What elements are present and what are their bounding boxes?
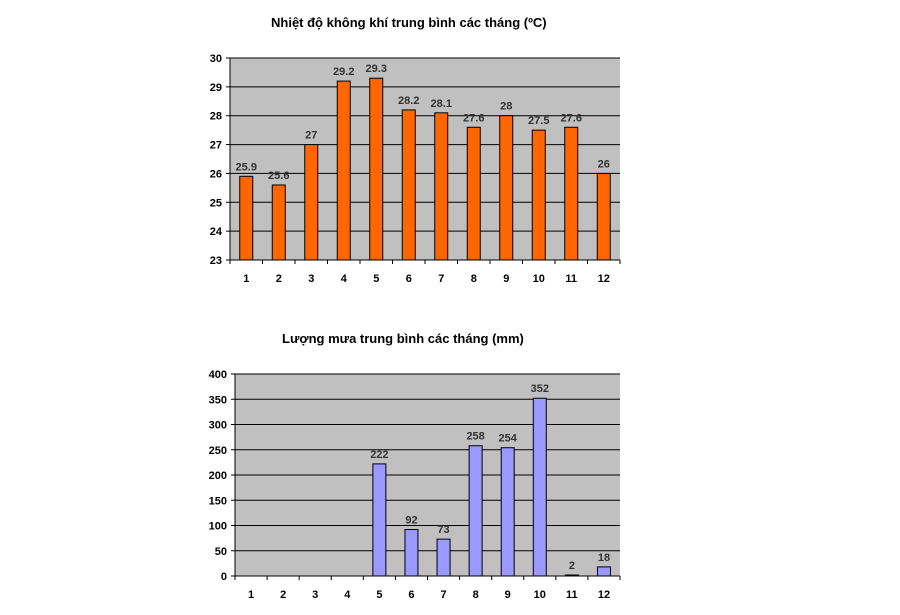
rain-x-tick-label: 2 (280, 589, 286, 601)
temp-y-tick-label: 29 (210, 82, 222, 94)
temp-bar (466, 126, 481, 261)
rain-x-tick-label: 10 (534, 589, 546, 601)
rain-x-tick-label: 8 (473, 589, 479, 601)
temp-data-label: 28.1 (431, 98, 452, 110)
rain-bar (564, 574, 579, 577)
temp-data-label: 25.6 (268, 170, 289, 182)
temp-x-tick-label: 2 (276, 273, 282, 285)
rain-bar (532, 397, 547, 577)
temp-x-tick-label: 1 (243, 273, 249, 285)
rain-data-label: 352 (531, 383, 549, 395)
temp-x-tick-label: 9 (503, 273, 509, 285)
rain-data-label: 254 (499, 433, 518, 445)
temp-y-tick-label: 25 (210, 197, 222, 209)
temp-bar (499, 115, 514, 261)
temp-bar (336, 80, 351, 261)
temperature-chart: 23 24 25 26 27 28 29 30 25.9 1 25.6 2 27 3 29.2 4 29.3 5 2… (210, 53, 621, 285)
rain-y-tick-label: 350 (209, 394, 227, 406)
temp-bar (564, 126, 579, 261)
rain-y-tick-label: 250 (209, 445, 227, 457)
temp-x-tick-label: 8 (471, 273, 477, 285)
temp-data-label: 29.2 (333, 66, 354, 78)
rain-data-label: 73 (437, 524, 449, 536)
rain-x-tick-label: 1 (248, 589, 254, 601)
rain-y-tick-label: 0 (221, 571, 227, 583)
temp-x-tick-label: 5 (373, 273, 379, 285)
rain-data-label: 222 (370, 449, 388, 461)
temp-data-label: 27.5 (528, 115, 549, 127)
temp-y-tick-label: 30 (210, 53, 222, 65)
temp-data-label: 27.6 (463, 112, 484, 124)
temp-plot-area (230, 58, 620, 260)
temperature-chart-title: Nhiệt độ không khí trung bình các tháng … (271, 15, 547, 30)
temp-bar (401, 109, 416, 261)
temp-y-tick-label: 23 (210, 255, 222, 267)
temp-bar (271, 184, 286, 261)
rain-data-label: 2 (569, 560, 575, 572)
temp-bar (239, 175, 254, 261)
temp-data-label: 28.2 (398, 95, 419, 107)
temp-x-tick-label: 10 (533, 273, 545, 285)
rain-x-tick-label: 3 (312, 589, 318, 601)
temp-data-label: 26 (598, 158, 610, 170)
temp-x-tick-label: 4 (341, 273, 348, 285)
temp-bar (596, 172, 611, 261)
temp-data-label: 27 (305, 130, 317, 142)
temp-x-tick-label: 6 (406, 273, 412, 285)
temp-bar (434, 112, 449, 261)
rain-x-tick-label: 9 (505, 589, 511, 601)
temp-data-label: 29.3 (366, 63, 387, 75)
rain-x-tick-label: 12 (598, 589, 610, 601)
temp-bar (304, 144, 319, 261)
rain-data-label: 258 (466, 431, 484, 443)
rain-y-tick-label: 50 (215, 546, 227, 558)
rain-y-tick-label: 100 (209, 521, 227, 533)
temp-x-tick-label: 3 (308, 273, 314, 285)
rain-data-label: 92 (405, 515, 417, 527)
temp-y-tick-label: 27 (210, 140, 222, 152)
rain-data-label: 18 (598, 552, 610, 564)
rain-x-tick-label: 7 (440, 589, 446, 601)
rainfall-chart-title: Lượng mưa trung bình các tháng (mm) (282, 331, 524, 346)
rain-bar (436, 538, 451, 577)
temp-bar (369, 77, 384, 261)
temp-y-tick-label: 28 (210, 111, 222, 123)
rain-bar (372, 463, 387, 577)
temp-x-tick-label: 12 (598, 273, 610, 285)
temp-data-label: 28 (500, 101, 512, 113)
rain-bar (404, 529, 419, 577)
rain-y-tick-label: 200 (209, 470, 227, 482)
temp-y-tick-label: 24 (210, 226, 223, 238)
temp-data-label: 25.9 (236, 161, 257, 173)
rain-x-tick-label: 11 (566, 589, 578, 601)
temp-bar (531, 129, 546, 261)
temp-data-label: 27.6 (561, 112, 582, 124)
temp-x-tick-label: 7 (438, 273, 444, 285)
rain-x-tick-label: 4 (344, 589, 351, 601)
temp-y-tick-label: 26 (210, 168, 222, 180)
rain-bar (500, 447, 515, 577)
rain-x-tick-label: 6 (408, 589, 414, 601)
temp-x-tick-label: 11 (565, 273, 577, 285)
rain-x-tick-label: 5 (376, 589, 382, 601)
rain-y-tick-label: 150 (209, 495, 227, 507)
rain-y-tick-label: 400 (209, 369, 227, 381)
rain-bar (468, 445, 483, 577)
rain-y-tick-label: 300 (209, 420, 227, 432)
rain-bar (596, 566, 611, 577)
